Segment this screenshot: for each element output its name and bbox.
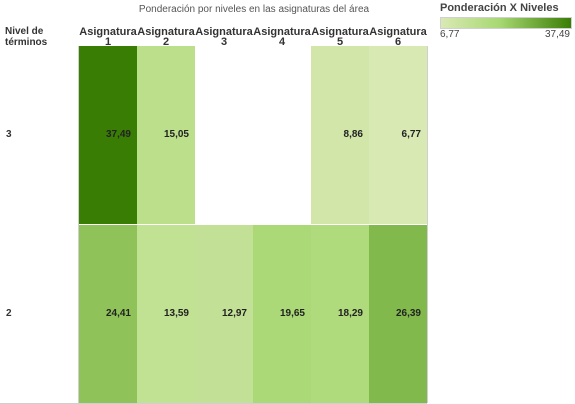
cell-value-label: 8,86 (343, 129, 363, 140)
column-header: Asignatura 6 (369, 26, 427, 48)
column-header-line-2: 2 (162, 36, 170, 48)
heatmap-cell (369, 46, 427, 224)
grid-left-border (78, 46, 79, 403)
column-header-line-1: Asignatura (195, 26, 253, 38)
column-header-line-2: 6 (394, 36, 402, 48)
cell-value-label: 24,41 (105, 308, 131, 319)
cell-value-label: 26,39 (395, 308, 421, 319)
heatmap-cell (311, 225, 369, 403)
column-header-line-2: 1 (104, 36, 112, 48)
legend-max-label: 37,49 (544, 29, 570, 40)
row-header: Nivel de términos (5, 26, 47, 48)
grid-right-border (427, 46, 428, 403)
heatmap-cell (79, 46, 137, 224)
column-header-line-1: Asignatura (137, 26, 195, 38)
column-header-line-2: 5 (336, 36, 344, 48)
row-header-line-1: Nivel de (5, 26, 44, 37)
cell-value-label: 15,05 (163, 129, 189, 140)
column-header: Asignatura 5 (311, 26, 369, 48)
cell-value-label: 6,77 (401, 129, 421, 140)
heatmap-cell (137, 225, 195, 403)
row-header-line-2: términos (5, 37, 48, 48)
cell-value-label: 37,49 (105, 129, 131, 140)
heatmap-cell (195, 225, 253, 403)
column-header-line-1: Asignatura (253, 26, 311, 38)
cell-value-label: 19,65 (279, 308, 305, 319)
cell-value-label: 12,97 (221, 308, 247, 319)
heatmap-cell (79, 225, 137, 403)
heatmap-cell (369, 225, 427, 403)
column-header-line-2: 3 (220, 36, 228, 48)
legend-min-label: 6,77 (440, 29, 460, 40)
legend-gradient-bar (440, 17, 572, 29)
row-label: 2 (6, 308, 12, 319)
heatmap-cell (311, 46, 369, 224)
column-header-line-2: 4 (278, 36, 286, 48)
column-header: Asignatura 3 (195, 26, 253, 48)
column-header-line-1: Asignatura (369, 26, 427, 38)
heatmap-cell (253, 225, 311, 403)
column-header: Asignatura 1 (79, 26, 137, 48)
column-header: Asignatura 4 (253, 26, 311, 48)
column-header: Asignatura 2 (137, 26, 195, 48)
heatmap-cell (137, 46, 195, 224)
cell-value-label: 13,59 (163, 308, 189, 319)
chart-title: Ponderación por niveles en las asignatur… (138, 4, 370, 15)
column-header-line-1: Asignatura (311, 26, 369, 38)
row-label: 3 (6, 129, 12, 140)
cell-value-label: 18,29 (337, 308, 363, 319)
legend-title: Ponderación X Niveles (440, 2, 559, 14)
column-header-line-1: Asignatura (79, 26, 137, 38)
